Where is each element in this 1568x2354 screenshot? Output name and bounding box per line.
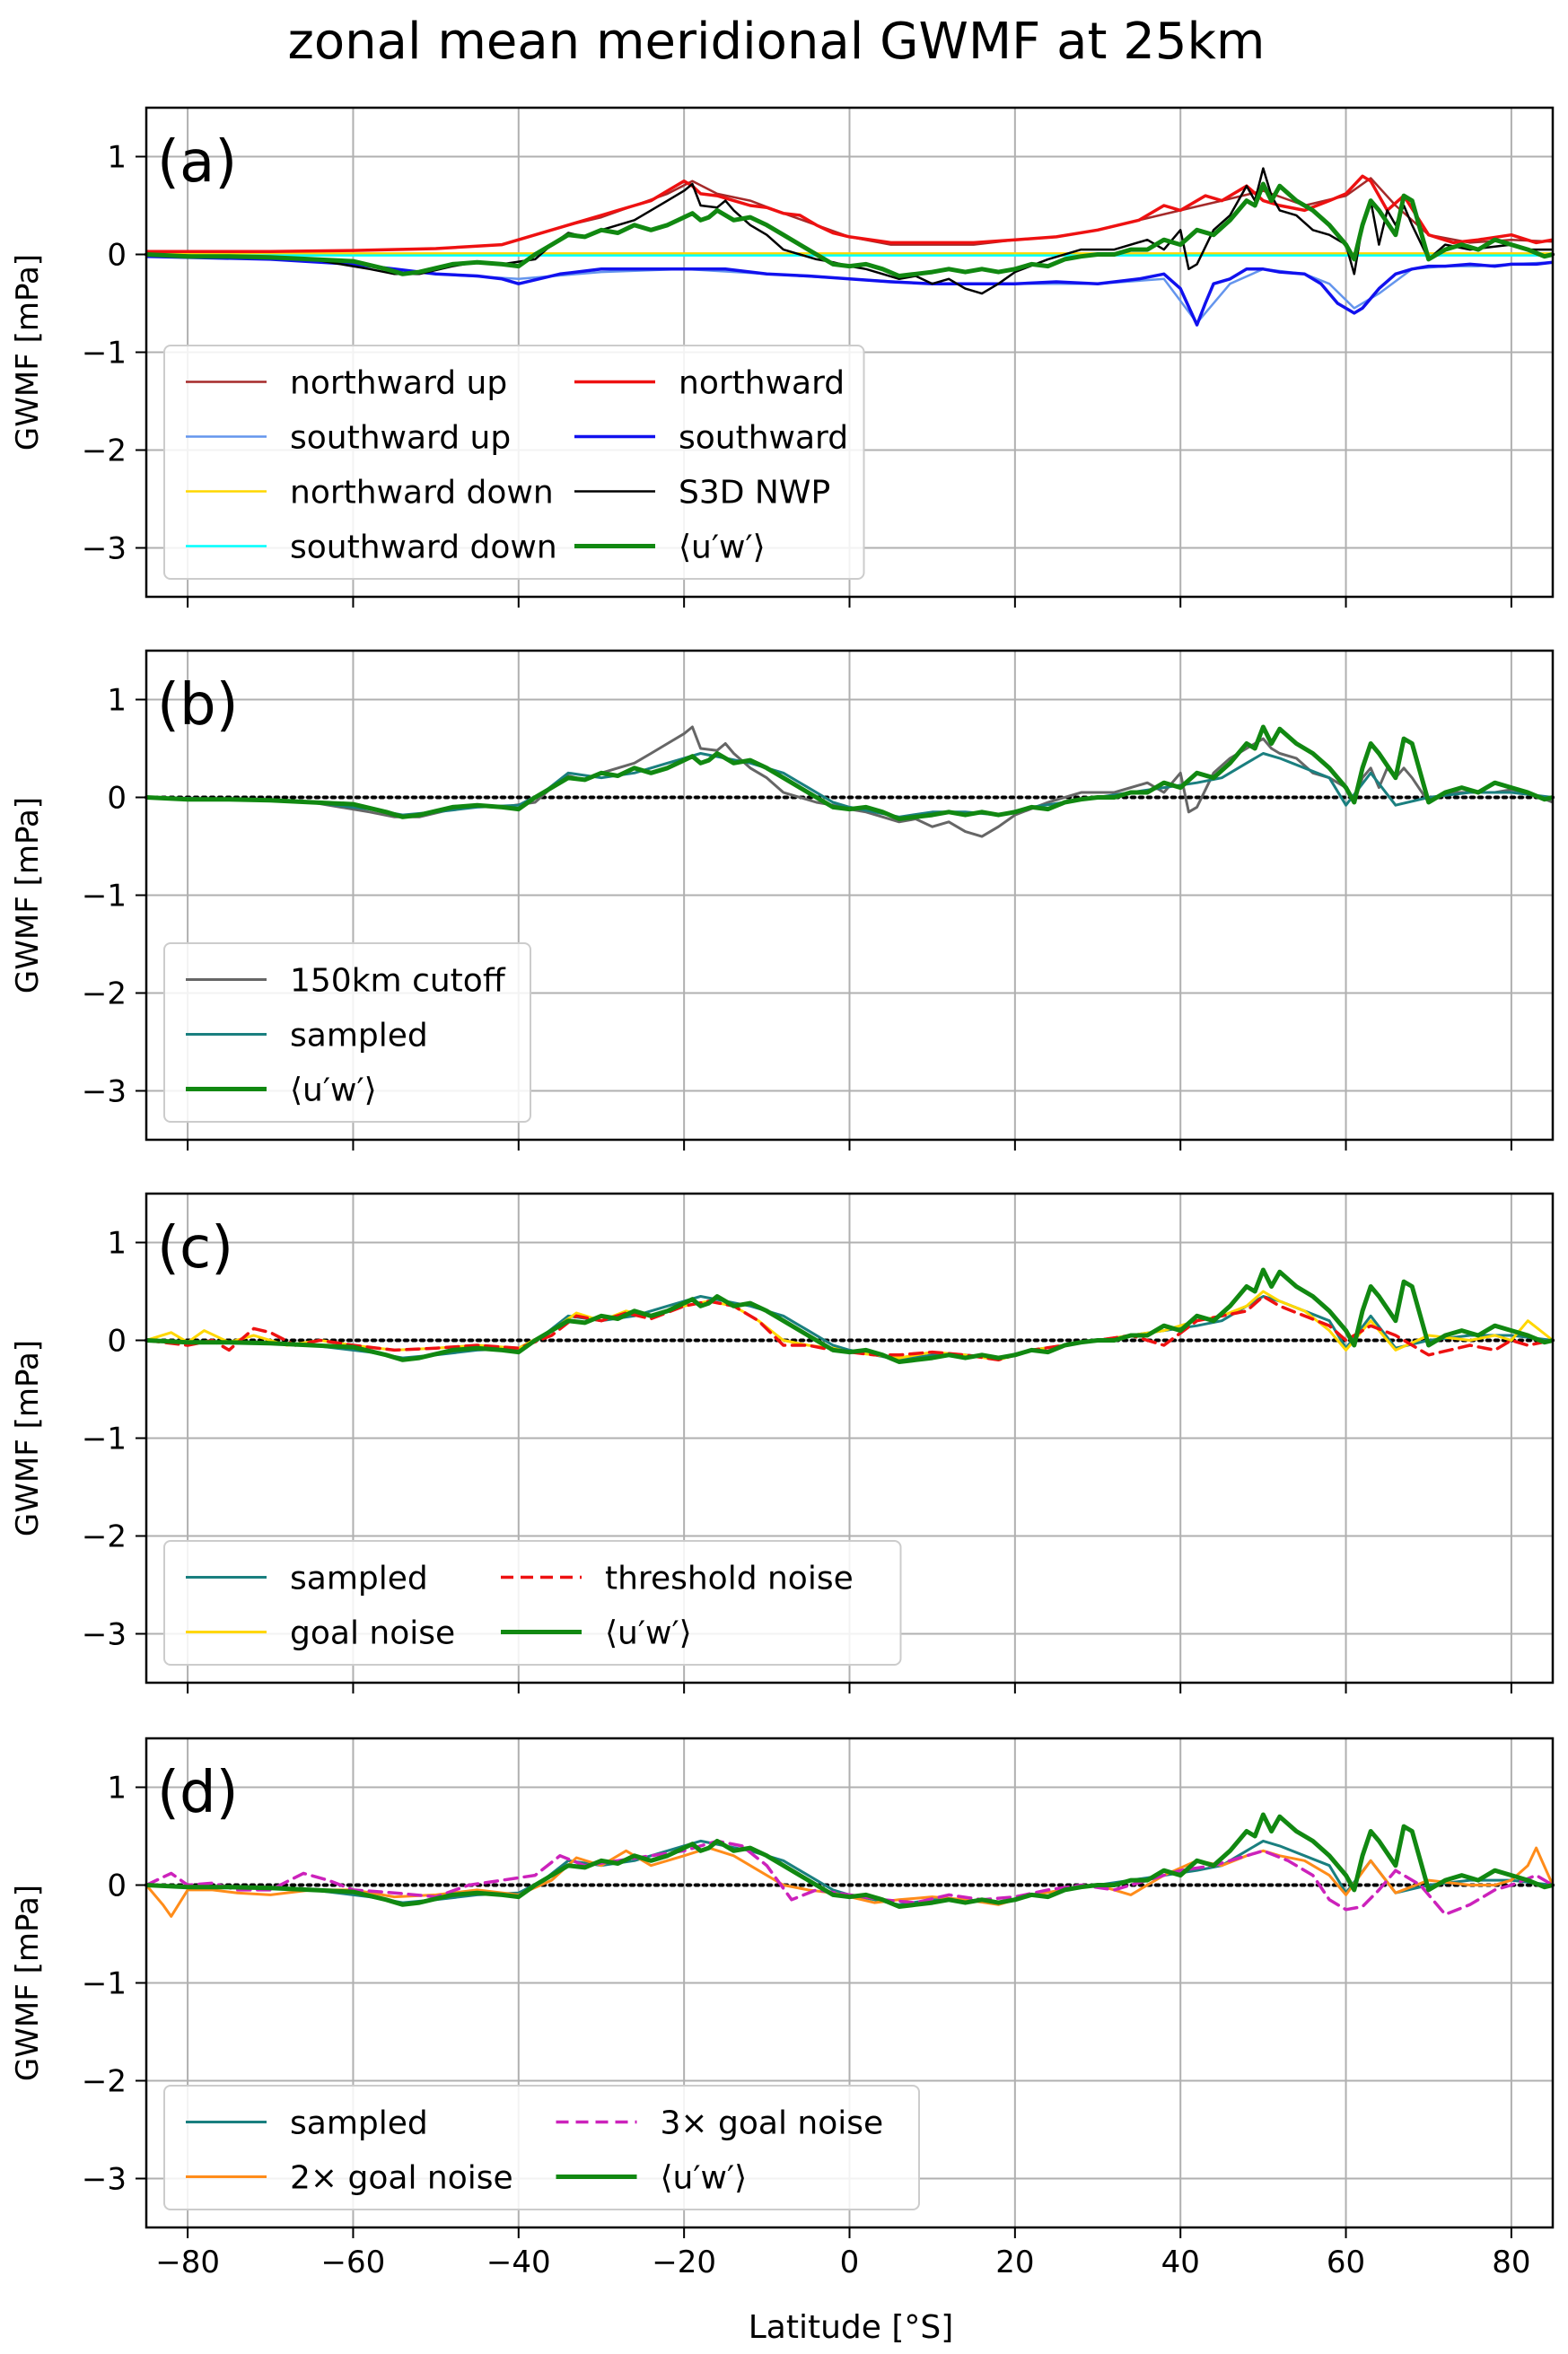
legend-label: southward up [290, 420, 511, 457]
panel-b: −3 −2 −1 0 1 GWMF [mPa] (b) 150km cutoff sampled… [10, 649, 1555, 1151]
panel-a: −3 −2 −1 0 1 GWMF [mPa] (a) northward up southwa… [10, 106, 1555, 608]
legend: northward up southward up northward down so… [163, 345, 865, 580]
series-line [146, 1267, 1553, 1364]
legend-box [163, 942, 531, 1123]
y-tick-label: 1 [107, 140, 127, 176]
series-line [146, 181, 1553, 278]
y-tick-label: −1 [82, 1966, 127, 2002]
legend-box [163, 1540, 902, 1666]
legend-label: southward [679, 420, 848, 457]
x-tick-label: 40 [1161, 2245, 1200, 2280]
y-tick-label: 0 [107, 781, 127, 817]
legend-label: ⟨u′w′⟩ [290, 1072, 377, 1109]
y-tick-label: −2 [82, 2064, 127, 2100]
y-tick-label: 0 [107, 1324, 127, 1360]
legend-label: northward down [290, 475, 554, 512]
panel-c: −3 −2 −1 0 1 GWMF [mPa] (c) sampled goal noise th… [10, 1192, 1555, 1693]
y-tick-label: 0 [107, 238, 127, 274]
legend-label: threshold noise [605, 1561, 854, 1597]
x-tick-label: 0 [840, 2245, 860, 2280]
legend-label: 3× goal noise [661, 2105, 884, 2142]
y-tick-label: 1 [107, 1226, 127, 1262]
y-tick-label: 1 [107, 1771, 127, 1807]
series-group [146, 1812, 1553, 1918]
legend-label: northward [679, 365, 845, 402]
series-line [146, 1839, 1553, 1906]
panel-label: (c) [157, 1215, 233, 1282]
x-tick-label: 20 [995, 2245, 1034, 2280]
y-tick-label: −2 [82, 976, 127, 1012]
panels: −3 −2 −1 0 1 GWMF [mPa] (a) northward up southwa… [10, 106, 1555, 2280]
series-group [146, 1267, 1553, 1364]
y-axis-label: GWMF [mPa] [10, 1340, 46, 1536]
legend-label: sampled [290, 2105, 428, 2142]
legend-label: goal noise [290, 1615, 455, 1652]
series-line [146, 1812, 1553, 1909]
legend-label: ⟨u′w′⟩ [605, 1615, 692, 1652]
legend-label: sampled [290, 1018, 428, 1054]
y-tick-label: −3 [82, 1074, 127, 1110]
legend-label: ⟨u′w′⟩ [679, 529, 766, 566]
legend: sampled goal noise threshold noise ⟨u′w′⟩ [163, 1540, 902, 1666]
legend-label: sampled [290, 1561, 428, 1597]
legend-label: southward down [290, 529, 557, 566]
x-tick-label: −80 [155, 2245, 220, 2280]
x-tick-label: −20 [652, 2245, 716, 2280]
panel-label: (a) [157, 129, 237, 196]
y-tick-label: −3 [82, 2162, 127, 2198]
legend-label: S3D NWP [679, 475, 830, 512]
panel-label: (b) [157, 672, 239, 739]
legend: sampled 2× goal noise 3× goal noise ⟨u′w′⟩ [163, 2085, 920, 2210]
y-axis-label: GWMF [mPa] [10, 254, 46, 451]
x-tick-label: 60 [1327, 2245, 1365, 2280]
y-tick-label: −2 [82, 1519, 127, 1555]
legend-label: 2× goal noise [290, 2160, 513, 2197]
x-tick-label: −60 [321, 2245, 386, 2280]
series-line [146, 1294, 1553, 1362]
y-tick-label: −1 [82, 879, 127, 914]
y-tick-label: −2 [82, 433, 127, 469]
legend-label: 150km cutoff [290, 963, 506, 1000]
x-axis-label: Latitude [°S] [749, 2309, 954, 2346]
series-line [146, 724, 1553, 821]
y-tick-label: 1 [107, 683, 127, 719]
figure-title: zonal mean meridional GWMF at 25km [288, 13, 1266, 71]
y-axis-label: GWMF [mPa] [10, 797, 46, 993]
legend-label: ⟨u′w′⟩ [661, 2160, 748, 2197]
y-tick-label: −1 [82, 1422, 127, 1457]
y-tick-label: 0 [107, 1868, 127, 1904]
legend-box [163, 345, 865, 580]
x-tick-label: −40 [486, 2245, 551, 2280]
legend: 150km cutoff sampled ⟨u′w′⟩ [163, 942, 531, 1123]
panel-d: −80 −60 −40 −20 0 20 40 60 80 −3 −2 −1 0 1 GWMF [mPa] (… [10, 1737, 1555, 2280]
series-line [146, 1839, 1553, 1916]
panel-label: (d) [157, 1760, 239, 1826]
series-line [146, 254, 1553, 327]
series-line [146, 174, 1553, 253]
y-axis-label: GWMF [mPa] [10, 1885, 46, 2081]
series-line [146, 752, 1553, 818]
x-tick-label: 80 [1492, 2245, 1530, 2280]
legend-box [163, 2085, 920, 2210]
y-tick-label: −1 [82, 336, 127, 372]
legend-label: northward up [290, 365, 507, 402]
y-tick-label: −3 [82, 531, 127, 567]
series-group [146, 724, 1553, 838]
series-group [146, 167, 1553, 327]
y-tick-label: −3 [82, 1617, 127, 1653]
